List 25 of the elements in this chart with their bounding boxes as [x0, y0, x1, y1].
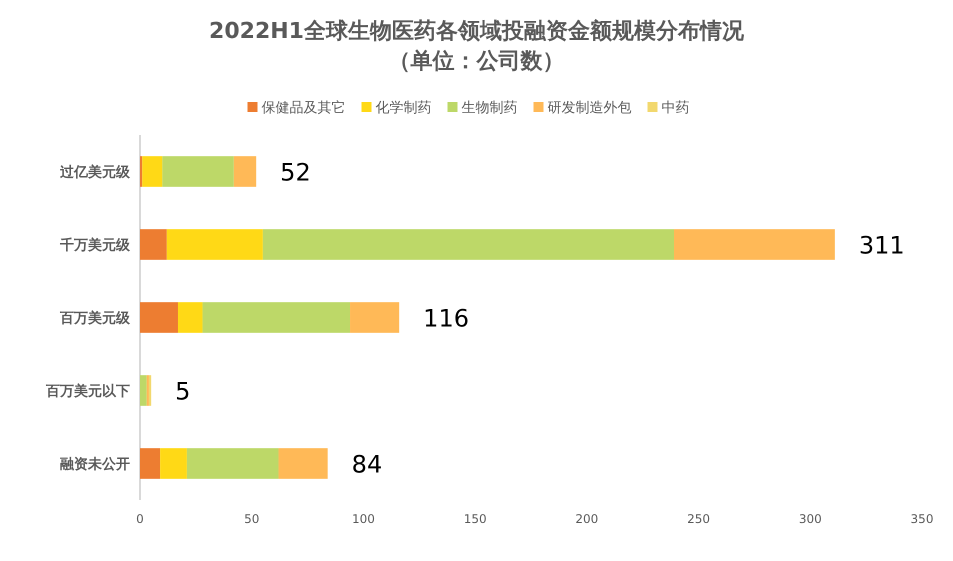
- chart-title: 2022H1全球生物医药各领域投融资金额规模分布情况: [209, 18, 745, 44]
- x-tick-label: 350: [910, 512, 934, 526]
- legend-label: 中药: [662, 100, 690, 116]
- x-tick-label: 300: [798, 512, 822, 526]
- total-label: 311: [858, 232, 905, 260]
- y-tick-label: 融资未公开: [60, 456, 130, 472]
- x-tick-label: 50: [244, 512, 260, 526]
- y-tick-label: 百万美元以下: [45, 382, 130, 400]
- total-label: 5: [175, 378, 190, 406]
- total-label: 84: [352, 450, 382, 478]
- x-tick-label: 150: [464, 512, 487, 526]
- x-tick-label: 0: [136, 512, 144, 526]
- legend-label: 保健品及其它: [262, 100, 346, 116]
- legend-label: 化学制药: [376, 100, 432, 116]
- total-label: 52: [280, 158, 311, 186]
- x-tick-label: 100: [352, 512, 375, 526]
- x-tick-label: 200: [575, 512, 598, 526]
- y-tick-label: 千万美元级: [59, 236, 131, 254]
- y-tick-label: 过亿美元级: [59, 164, 131, 180]
- x-tick-label: 250: [687, 512, 710, 526]
- total-label: 116: [423, 304, 469, 332]
- legend-label: 研发制造外包: [548, 100, 632, 116]
- legend-label: 生物制药: [462, 100, 518, 116]
- y-tick-label: 百万美元级: [59, 310, 131, 326]
- chart-subtitle: （单位：公司数）: [388, 49, 564, 74]
